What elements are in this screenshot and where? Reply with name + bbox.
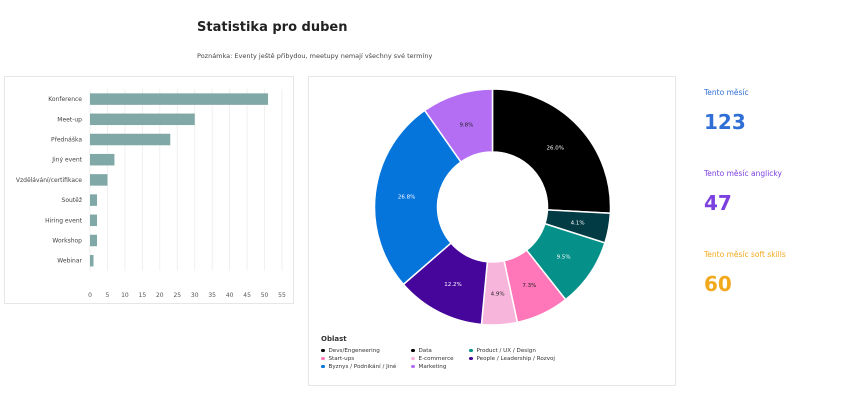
bar-chart-panel: 0 5 10 15 20 25 30 35 40 45 50 55 Konference Meet-up P… xyxy=(4,76,294,304)
donut-slice-label: 7.3% xyxy=(522,283,536,289)
donut-slice-label: 26.8% xyxy=(398,194,415,200)
x-tick-label: 45 xyxy=(243,292,251,299)
legend-item[interactable]: Marketing xyxy=(411,363,469,370)
donut-legend: Oblast Devs/Engeneering Data Product / UX … xyxy=(321,335,671,370)
bar-2 xyxy=(90,133,171,146)
x-tick-label: 20 xyxy=(156,292,164,299)
y-tick-label: Soutěž xyxy=(62,197,82,204)
donut-chart-panel: 26.0% 4.1% 9.5% 7.3% 4.9% 12.2% 26.8% 9.8% Obla… xyxy=(308,76,676,386)
bar-5 xyxy=(90,194,97,206)
legend-item[interactable]: People / Leadership / Rozvoj xyxy=(469,355,579,362)
legend-dot-icon xyxy=(411,348,415,353)
donut-slice-label: 12.2% xyxy=(444,282,461,288)
legend-dot-icon xyxy=(469,348,473,353)
legend-label: Marketing xyxy=(418,363,447,370)
legend-label: Data xyxy=(418,347,432,354)
bar-0 xyxy=(90,93,269,105)
x-tick-label: 30 xyxy=(191,292,199,299)
y-tick-label: Meet-up xyxy=(57,116,82,123)
legend-label: Product / UX / Design xyxy=(476,347,536,354)
legend-dot-icon xyxy=(411,364,415,369)
legend-title: Oblast xyxy=(321,335,347,343)
y-tick-label: Vzdělávání/certifikace xyxy=(16,177,82,184)
legend-item[interactable]: E-commerce xyxy=(411,355,469,362)
legend-grid: Devs/Engeneering Data Product / UX / Desig… xyxy=(321,347,671,370)
x-tick-label: 15 xyxy=(139,292,147,299)
y-tick-label: Webinar xyxy=(57,258,82,265)
kpi-label-month: Tento měsíc xyxy=(704,88,749,97)
legend-dot-icon xyxy=(469,356,473,361)
donut-slice-label: 26.0% xyxy=(547,145,564,151)
donut-slice-6 xyxy=(373,109,462,286)
bar-chart: 0 5 10 15 20 25 30 35 40 45 50 55 Konference Meet-up P… xyxy=(16,89,286,299)
y-tick-label: Jiný event xyxy=(51,157,82,164)
legend-label: Byznys / Podnikání / Jiné xyxy=(328,363,397,370)
legend-item[interactable]: Data xyxy=(411,347,469,354)
donut-slice-label: 9.8% xyxy=(459,123,473,129)
y-tick-label: Konference xyxy=(48,96,82,103)
kpi-label-soft-skills: Tento měsíc soft skills xyxy=(704,250,786,259)
legend-dot-icon xyxy=(321,356,325,361)
page-note: Poznámka: Eventy ještě přibydou, meetupy… xyxy=(197,52,433,60)
x-tick-label: 40 xyxy=(226,292,234,299)
legend-dot-icon xyxy=(411,356,415,361)
x-tick-label: 10 xyxy=(121,292,129,299)
kpi-value-english: 47 xyxy=(704,191,732,215)
legend-label: Devs/Engeneering xyxy=(328,347,380,354)
bar-4 xyxy=(90,174,108,186)
bar-1 xyxy=(90,113,195,126)
y-tick-label: Přednáška xyxy=(51,137,82,144)
x-tick-label: 55 xyxy=(278,292,286,299)
y-tick-label: Workshop xyxy=(52,238,82,245)
x-tick-label: 50 xyxy=(261,292,269,299)
legend-item[interactable]: Product / UX / Design xyxy=(469,347,579,354)
donut-slice-label: 4.1% xyxy=(571,221,585,227)
y-tick-label: Hiring event xyxy=(45,217,83,224)
legend-item[interactable]: Byznys / Podnikání / Jiné xyxy=(321,363,411,370)
x-tick-label: 5 xyxy=(106,292,110,299)
donut-slice-7 xyxy=(423,88,494,164)
legend-dot-icon xyxy=(321,364,325,369)
x-tick-label: 0 xyxy=(88,292,92,299)
bar-8 xyxy=(90,254,94,267)
x-tick-label: 35 xyxy=(208,292,216,299)
legend-label: E-commerce xyxy=(418,355,454,362)
donut-slice-label: 9.5% xyxy=(557,254,571,260)
page-title: Statistika pro duben xyxy=(197,20,348,35)
bar-6 xyxy=(90,214,97,227)
donut-chart: 26.0% 4.1% 9.5% 7.3% 4.9% 12.2% 26.8% 9.8% xyxy=(373,88,612,326)
kpi-value-soft-skills: 60 xyxy=(704,272,732,296)
donut-slice-0 xyxy=(491,88,612,215)
bar-3 xyxy=(90,153,115,166)
legend-item[interactable]: Devs/Engeneering xyxy=(321,347,411,354)
kpi-label-english: Tento měsíc anglicky xyxy=(704,169,782,178)
legend-label: Start-ups xyxy=(328,355,355,362)
x-tick-label: 25 xyxy=(173,292,181,299)
donut-slice-label: 4.9% xyxy=(491,291,505,297)
kpi-value-month: 123 xyxy=(704,110,746,134)
legend-item[interactable]: Start-ups xyxy=(321,355,411,362)
bar-7 xyxy=(90,234,97,247)
legend-dot-icon xyxy=(321,348,325,353)
legend-label: People / Leadership / Rozvoj xyxy=(476,355,556,362)
